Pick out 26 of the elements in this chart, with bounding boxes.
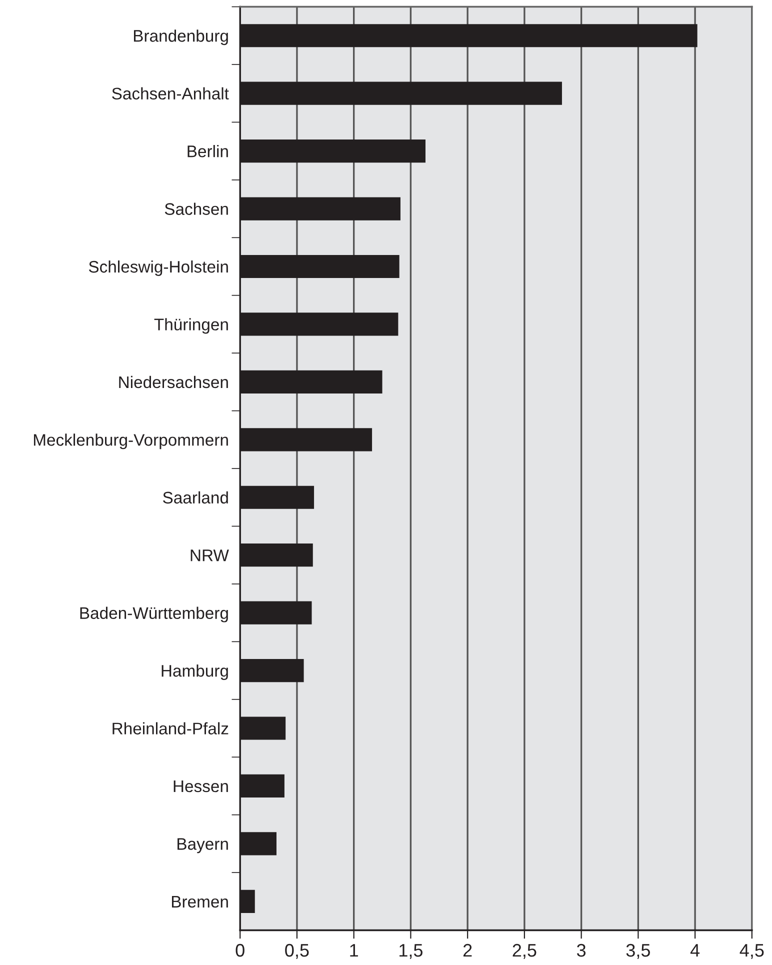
y-tick-label: Hamburg bbox=[162, 664, 228, 680]
y-tick-label: Sachsen bbox=[164, 202, 228, 215]
x-tick-label: 4 bbox=[690, 944, 700, 957]
x-tick-label: 3 bbox=[576, 944, 586, 957]
y-tick-label: Rheinland-Pfalz bbox=[112, 722, 228, 734]
y-tick-label: Sachsen-Anhalt bbox=[112, 87, 229, 100]
y-tick-label: Thüringen bbox=[154, 318, 228, 334]
y-tick-label: Bremen bbox=[172, 896, 228, 908]
x-tick-label: 0,5 bbox=[285, 944, 309, 959]
y-tick-label: Berlin bbox=[188, 145, 228, 158]
y-tick-label: Hessen bbox=[174, 780, 228, 792]
y-tick-label: Saarland bbox=[163, 491, 228, 504]
y-tick-label: Niedersachsen bbox=[119, 376, 228, 388]
x-tick-label: 1 bbox=[350, 944, 358, 957]
x-tick-label: 0 bbox=[236, 944, 244, 957]
y-tick-label: Bayern bbox=[178, 838, 228, 854]
x-tick-label: 4,5 bbox=[740, 944, 764, 959]
x-tick-label: 2,5 bbox=[512, 944, 536, 959]
y-tick-label: NRW bbox=[190, 550, 229, 562]
x-tick-label: 3,5 bbox=[626, 944, 650, 959]
y-tick-label: Brandenburg bbox=[134, 30, 228, 46]
x-tick-label: 2 bbox=[463, 944, 472, 957]
y-tick-label: Schleswig-Holstein bbox=[88, 260, 228, 276]
x-tick-label: 1,5 bbox=[400, 944, 422, 959]
y-tick-label: Baden-Württemberg bbox=[80, 606, 228, 622]
y-tick-label: Mecklenburg-Vorpommern bbox=[34, 434, 228, 450]
